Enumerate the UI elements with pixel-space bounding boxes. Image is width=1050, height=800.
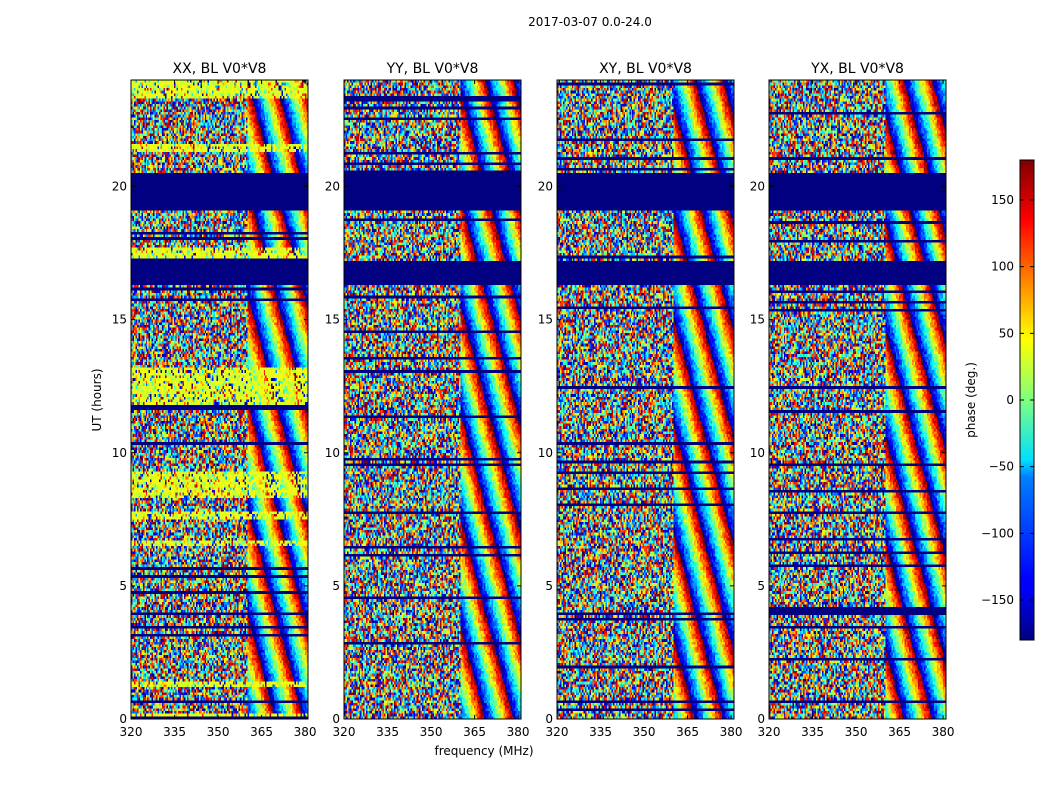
y-tick-label: 0 bbox=[119, 712, 127, 726]
x-tick-label: 320 bbox=[120, 725, 143, 739]
x-tick-label: 365 bbox=[676, 725, 699, 739]
y-tick-label: 0 bbox=[757, 712, 765, 726]
x-tick-label: 335 bbox=[801, 725, 824, 739]
colorbar-tick-label: 150 bbox=[991, 193, 1014, 207]
colorbar-tick-label: 100 bbox=[991, 260, 1014, 274]
y-axis-label: UT (hours) bbox=[90, 368, 104, 431]
panel-frame bbox=[130, 79, 309, 720]
colorbar: −150 −100 −50 0 50 100 150 phase (deg.) bbox=[964, 159, 1035, 641]
x-tick-label: 320 bbox=[758, 725, 781, 739]
colorbar-ticks: −150 −100 −50 0 50 100 150 bbox=[981, 193, 1034, 607]
y-tick-label: 20 bbox=[538, 180, 553, 194]
x-tick-label: 320 bbox=[333, 725, 356, 739]
x-tick-label: 335 bbox=[163, 725, 186, 739]
panel-yx: YX, BL V0*V8 320 335 350 365 380 0 5 10 15 20 bbox=[750, 61, 955, 739]
y-tick-label: 15 bbox=[325, 313, 340, 327]
y-tick-label: 10 bbox=[112, 446, 127, 460]
y-tick-label: 20 bbox=[750, 180, 765, 194]
y-tick-label: 10 bbox=[538, 446, 553, 460]
y-tick-label: 10 bbox=[750, 446, 765, 460]
figure-title: 2017-03-07 0.0-24.0 bbox=[528, 15, 652, 29]
phase-heatmap bbox=[557, 80, 734, 719]
phase-heatmap bbox=[131, 80, 308, 719]
panel-title: YY, BL V0*V8 bbox=[386, 61, 479, 77]
panel-title: XY, BL V0*V8 bbox=[599, 61, 692, 77]
y-tick-label: 20 bbox=[325, 180, 340, 194]
x-tick-label: 350 bbox=[207, 725, 230, 739]
phase-heatmap bbox=[769, 80, 946, 719]
y-tick-label: 10 bbox=[325, 446, 340, 460]
colorbar-tick-label: −50 bbox=[989, 460, 1014, 474]
x-tick-label: 365 bbox=[888, 725, 911, 739]
panel-xy: XY, BL V0*V8 320 335 350 365 380 0 5 10 15 20 bbox=[538, 61, 743, 739]
x-tick-label: 365 bbox=[250, 725, 273, 739]
panel-frame bbox=[343, 79, 522, 720]
y-tick-label: 0 bbox=[332, 712, 340, 726]
x-tick-label: 380 bbox=[507, 725, 530, 739]
x-tick-label: 365 bbox=[463, 725, 486, 739]
y-tick-label: 5 bbox=[332, 579, 340, 593]
colorbar-tick-label: 0 bbox=[1006, 393, 1014, 407]
x-tick-label: 350 bbox=[633, 725, 656, 739]
y-tick-label: 0 bbox=[545, 712, 553, 726]
panel-frame bbox=[768, 79, 947, 720]
panel-frame bbox=[556, 79, 735, 720]
panel-xx: XX, BL V0*V8 320 335 350 365 380 0 5 10 15 20 bbox=[112, 61, 317, 739]
x-tick-label: 335 bbox=[376, 725, 399, 739]
colorbar-label: phase (deg.) bbox=[964, 362, 978, 438]
colorbar-tick-label: −100 bbox=[981, 526, 1014, 540]
y-tick-label: 15 bbox=[750, 313, 765, 327]
panel-yy: YY, BL V0*V8 320 335 350 365 380 0 5 10 15 20 bbox=[325, 61, 530, 739]
colorbar-tick-label: 50 bbox=[999, 326, 1014, 340]
y-tick-label: 20 bbox=[112, 180, 127, 194]
x-axis-label: frequency (MHz) bbox=[434, 744, 533, 758]
y-tick-label: 5 bbox=[119, 579, 127, 593]
x-tick-label: 380 bbox=[294, 725, 317, 739]
x-tick-label: 350 bbox=[845, 725, 868, 739]
x-tick-label: 380 bbox=[932, 725, 955, 739]
x-tick-label: 320 bbox=[546, 725, 569, 739]
y-tick-label: 5 bbox=[757, 579, 765, 593]
panel-title: XX, BL V0*V8 bbox=[173, 61, 267, 77]
colorbar-tick-label: −150 bbox=[981, 593, 1014, 607]
y-tick-label: 15 bbox=[112, 313, 127, 327]
y-tick-label: 15 bbox=[538, 313, 553, 327]
x-tick-label: 335 bbox=[589, 725, 612, 739]
panel-title: YX, BL V0*V8 bbox=[810, 61, 904, 77]
x-tick-label: 380 bbox=[720, 725, 743, 739]
y-tick-label: 5 bbox=[545, 579, 553, 593]
phase-heatmap bbox=[344, 80, 521, 719]
x-tick-label: 350 bbox=[420, 725, 443, 739]
